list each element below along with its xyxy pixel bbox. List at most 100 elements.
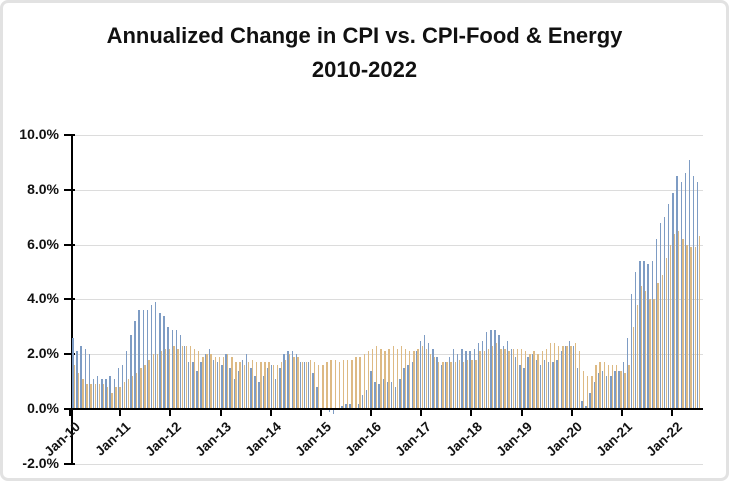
x-axis-label: Jan-15: [292, 419, 335, 460]
core-cpi-bar: [591, 376, 593, 409]
y-axis-line: [71, 135, 73, 464]
cpi-bar: [204, 354, 207, 409]
cpi-bar: [444, 362, 447, 409]
cpi-bar: [523, 367, 525, 409]
cpi-bar: [138, 310, 140, 409]
cpi-bar: [597, 373, 600, 409]
core-cpi-bar: [487, 348, 490, 409]
plot-area: 10.0% 8.0% 6.0% 4.0% 2.0% 0.0% -2.0% Jan-10 Jan-…: [3, 3, 726, 478]
core-cpi-bar: [160, 351, 163, 409]
cpi-bar: [407, 365, 409, 409]
core-cpi-bar: [562, 345, 564, 409]
y-axis-label: 4.0%: [27, 290, 59, 307]
x-axis-tick: [370, 409, 372, 416]
cpi-bar: [274, 378, 277, 409]
x-axis-label: Jan-19: [493, 419, 535, 460]
cpi-bar: [486, 332, 488, 409]
core-cpi-bar: [140, 367, 142, 409]
core-cpi-bar: [144, 365, 146, 409]
x-axis-line: [69, 408, 703, 410]
core-cpi-bar: [218, 356, 221, 409]
core-cpi-bar: [214, 356, 216, 409]
cpi-bar: [568, 340, 571, 409]
cpi-bar: [440, 365, 442, 409]
cpi-bar: [572, 345, 575, 409]
core-cpi-bar: [111, 392, 113, 409]
cpi-bar: [200, 362, 202, 409]
core-cpi-bar: [380, 348, 382, 409]
cpi-bar: [589, 392, 591, 409]
core-cpi-bar: [479, 351, 481, 409]
cpi-bar: [481, 340, 484, 409]
cpi-bar: [560, 351, 562, 409]
core-cpi-bar: [632, 326, 634, 409]
cpi-bar: [510, 348, 513, 409]
core-cpi-bar: [491, 345, 494, 409]
core-cpi-bar: [566, 345, 568, 409]
cpi-bar: [183, 345, 186, 409]
core-cpi-bar: [371, 348, 374, 409]
cpi-bar: [552, 362, 554, 409]
x-axis-label: Jan-13: [192, 419, 234, 460]
cpi-bar: [477, 343, 480, 409]
cpi-bar: [299, 362, 302, 409]
cpi-bar: [142, 310, 144, 409]
core-cpi-bar: [239, 362, 241, 409]
core-cpi-bar: [119, 387, 121, 409]
cpi-bar: [295, 354, 298, 409]
core-cpi-bar: [342, 359, 345, 409]
cpi-bar: [303, 362, 306, 409]
cpi-bar: [399, 378, 401, 409]
core-cpi-bar: [255, 362, 258, 409]
core-cpi-bar: [375, 345, 378, 409]
core-cpi-bar: [123, 381, 125, 409]
cpi-bar: [535, 359, 538, 409]
core-cpi-bar: [537, 354, 539, 409]
core-cpi-bar: [425, 348, 428, 409]
core-cpi-bar: [289, 354, 291, 409]
cpi-bar: [494, 329, 496, 409]
x-axis-label: Jan-18: [443, 419, 485, 460]
core-cpi-bar: [446, 362, 448, 409]
cpi-bar: [601, 370, 604, 409]
cpi-bar: [88, 354, 91, 409]
cpi-bar: [697, 181, 699, 409]
x-axis-label: Jan-22: [643, 419, 686, 460]
cpi-bar: [606, 376, 608, 409]
x-axis-label: Jan-16: [342, 419, 385, 460]
core-cpi-bar: [504, 348, 506, 409]
x-axis-tick: [671, 409, 673, 416]
core-cpi-bar: [433, 356, 436, 409]
core-cpi-bar: [665, 258, 668, 409]
cpi-bar: [622, 362, 624, 409]
cpi-bar: [357, 403, 360, 409]
y-axis-label: 6.0%: [27, 235, 59, 252]
cpi-bar: [270, 365, 273, 409]
cpi-bar: [171, 329, 173, 409]
x-axis-tick: [119, 409, 122, 416]
cpi-bar: [415, 351, 418, 409]
cpi-bar: [630, 293, 633, 409]
cpi-bar: [672, 192, 674, 409]
cpi-bar: [233, 378, 235, 409]
core-cpi-bar: [417, 348, 419, 409]
core-cpi-bar: [222, 356, 225, 409]
cpi-bar: [593, 381, 596, 409]
cpi-bar: [498, 335, 500, 409]
cpi-bar: [618, 370, 620, 409]
cpi-bar: [539, 365, 542, 409]
y-axis-label: -2.0%: [22, 454, 59, 471]
cpi-bar: [514, 356, 517, 409]
y-gridline: [71, 463, 703, 465]
cpi-bar: [262, 376, 264, 409]
y-gridline: [71, 135, 703, 136]
core-cpi-bar: [512, 348, 514, 409]
cpi-bar: [308, 362, 310, 409]
cpi-bar: [80, 345, 82, 409]
core-cpi-bar: [496, 343, 498, 409]
x-axis-tick: [570, 409, 573, 416]
core-cpi-bar: [347, 359, 349, 409]
cpi-bar: [92, 378, 95, 409]
cpi-bar: [428, 343, 430, 409]
